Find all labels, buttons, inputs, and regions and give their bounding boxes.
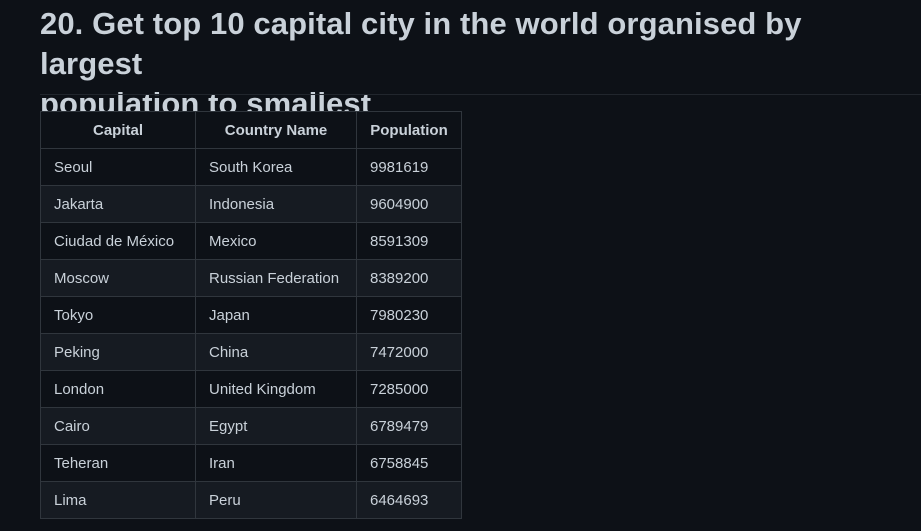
cell-population: 7472000	[356, 333, 462, 371]
cell-population: 6758845	[356, 444, 462, 482]
cell-population: 8591309	[356, 222, 462, 260]
table-row: Seoul South Korea 9981619	[40, 148, 462, 186]
page-heading: 20. Get top 10 capital city in the world…	[40, 4, 910, 124]
table-row: Teheran Iran 6758845	[40, 444, 462, 482]
table-row: Moscow Russian Federation 8389200	[40, 259, 462, 297]
cell-capital: Moscow	[40, 259, 196, 297]
cell-capital: Cairo	[40, 407, 196, 445]
cell-country-name: Indonesia	[195, 185, 357, 223]
cell-country-name: Japan	[195, 296, 357, 334]
cell-capital: Ciudad de México	[40, 222, 196, 260]
column-header-capital: Capital	[40, 111, 196, 149]
cell-capital: Jakarta	[40, 185, 196, 223]
cell-population: 9604900	[356, 185, 462, 223]
table-row: Jakarta Indonesia 9604900	[40, 185, 462, 223]
table-row: London United Kingdom 7285000	[40, 370, 462, 408]
table-header-row: Capital Country Name Population	[40, 111, 462, 149]
table-row: Peking China 7472000	[40, 333, 462, 371]
cell-population: 7980230	[356, 296, 462, 334]
cell-country-name: Egypt	[195, 407, 357, 445]
cell-country-name: China	[195, 333, 357, 371]
cell-country-name: United Kingdom	[195, 370, 357, 408]
column-header-country-name: Country Name	[195, 111, 357, 149]
cell-population: 9981619	[356, 148, 462, 186]
capitals-table: Capital Country Name Population Seoul So…	[40, 111, 462, 519]
table-row: Lima Peru 6464693	[40, 481, 462, 519]
cell-capital: Peking	[40, 333, 196, 371]
cell-capital: Seoul	[40, 148, 196, 186]
column-header-population: Population	[356, 111, 462, 149]
cell-population: 8389200	[356, 259, 462, 297]
cell-capital: Lima	[40, 481, 196, 519]
heading-divider	[40, 94, 921, 95]
table-row: Ciudad de México Mexico 8591309	[40, 222, 462, 260]
cell-country-name: Peru	[195, 481, 357, 519]
cell-capital: Teheran	[40, 444, 196, 482]
cell-population: 7285000	[356, 370, 462, 408]
cell-country-name: Iran	[195, 444, 357, 482]
table-row: Cairo Egypt 6789479	[40, 407, 462, 445]
cell-country-name: South Korea	[195, 148, 357, 186]
table-row: Tokyo Japan 7980230	[40, 296, 462, 334]
heading-line-1: 20. Get top 10 capital city in the world…	[40, 6, 802, 81]
cell-population: 6789479	[356, 407, 462, 445]
cell-country-name: Mexico	[195, 222, 357, 260]
cell-capital: Tokyo	[40, 296, 196, 334]
cell-population: 6464693	[356, 481, 462, 519]
cell-country-name: Russian Federation	[195, 259, 357, 297]
cell-capital: London	[40, 370, 196, 408]
